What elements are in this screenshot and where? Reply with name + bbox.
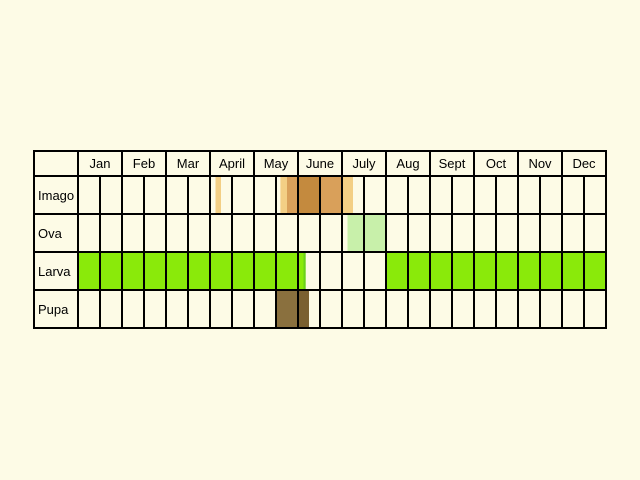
stage-label: Pupa (38, 302, 69, 317)
period-ova-0 (347, 214, 386, 252)
period-imago-4 (320, 176, 342, 214)
table-grid (33, 150, 607, 329)
month-label: Oct (486, 156, 507, 171)
period-larva-0 (78, 252, 304, 290)
month-label: May (264, 156, 289, 171)
stage-label: Imago (38, 188, 74, 203)
month-label: Dec (572, 156, 596, 171)
month-label: June (306, 156, 334, 171)
month-label: Jan (90, 156, 111, 171)
period-imago-2 (287, 176, 298, 214)
month-label: Sept (439, 156, 466, 171)
month-label: Nov (528, 156, 552, 171)
table-labels: Jan Feb Mar April May June July Aug Sept Oct Nov De… (38, 156, 596, 317)
period-imago-3 (298, 176, 320, 214)
stage-label: Larva (38, 264, 71, 279)
period-imago-1 (280, 176, 287, 214)
period-imago-5 (342, 176, 353, 214)
period-larva-1 (303, 252, 306, 290)
month-label: April (219, 156, 245, 171)
period-imago-0 (215, 176, 221, 214)
period-pupa-1 (298, 290, 309, 328)
period-pupa-0 (276, 290, 298, 328)
month-label: July (352, 156, 376, 171)
month-label: Feb (133, 156, 155, 171)
stage-label: Ova (38, 226, 63, 241)
month-label: Mar (177, 156, 200, 171)
month-label: Aug (396, 156, 419, 171)
